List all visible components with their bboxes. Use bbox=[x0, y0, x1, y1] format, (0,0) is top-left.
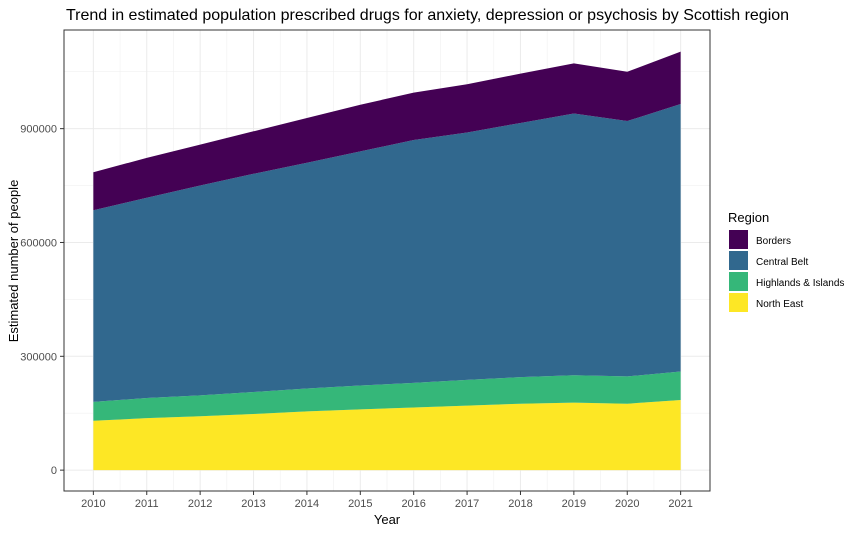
legend-label-central-belt: Central Belt bbox=[756, 257, 808, 268]
area-highlands-islands bbox=[93, 371, 681, 421]
x-tick-label: 2017 bbox=[455, 498, 479, 510]
area-north-east bbox=[93, 399, 681, 471]
x-tick-label: 2010 bbox=[81, 498, 105, 510]
legend-swatch-borders bbox=[729, 230, 748, 249]
axes: 0 300000 600000 900000 2010 2011 2012 2013 2014 2… bbox=[20, 124, 693, 510]
legend-swatch-north-east bbox=[729, 293, 748, 312]
y-axis-title: Estimated number of people bbox=[6, 180, 21, 343]
x-axis-title: Year bbox=[374, 512, 401, 527]
x-tick-label: 2011 bbox=[135, 498, 159, 510]
legend-label-highlands-islands: Highlands & Islands bbox=[756, 278, 844, 289]
area-series bbox=[93, 51, 681, 471]
legend: Region Borders Central Belt Highlands & Is… bbox=[728, 210, 844, 312]
y-tick-label: 900000 bbox=[20, 124, 57, 136]
plot-panel-border bbox=[63, 29, 711, 492]
legend-label-borders: Borders bbox=[756, 236, 791, 247]
area-central-belt bbox=[93, 103, 681, 402]
chart-title: Trend in estimated population prescribed… bbox=[66, 7, 789, 24]
x-tick-label: 2019 bbox=[562, 498, 586, 510]
y-tick-label: 600000 bbox=[20, 237, 57, 249]
x-tick-label: 2014 bbox=[295, 498, 319, 510]
y-tick-label: 0 bbox=[51, 465, 57, 477]
legend-swatch-central-belt bbox=[729, 251, 748, 270]
x-tick-label: 2020 bbox=[615, 498, 639, 510]
x-tick-label: 2018 bbox=[508, 498, 532, 510]
y-tick-label: 300000 bbox=[20, 351, 57, 363]
legend-title: Region bbox=[728, 210, 769, 225]
area-borders bbox=[93, 51, 681, 211]
legend-label-north-east: North East bbox=[756, 299, 803, 310]
x-tick-label: 2013 bbox=[241, 498, 265, 510]
x-tick-label: 2016 bbox=[401, 498, 425, 510]
x-tick-label: 2021 bbox=[668, 498, 692, 510]
x-tick-label: 2012 bbox=[188, 498, 212, 510]
legend-swatch-highlands-islands bbox=[729, 272, 748, 291]
x-tick-label: 2015 bbox=[348, 498, 372, 510]
